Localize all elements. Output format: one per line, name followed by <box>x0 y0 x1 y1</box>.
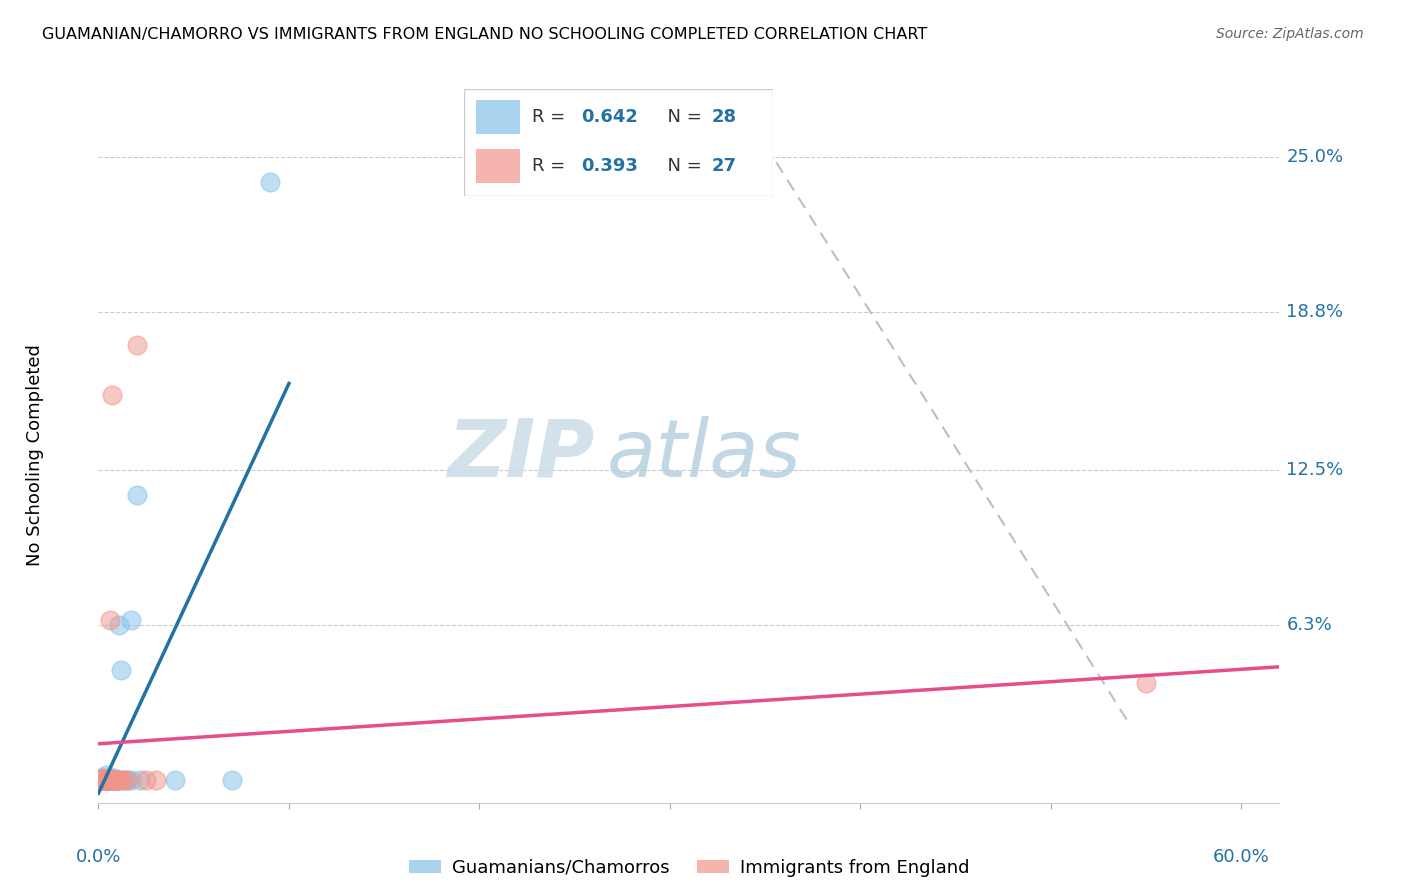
Point <box>97 771 120 785</box>
Point <box>112 773 135 788</box>
Point <box>91 771 114 785</box>
Point <box>91 771 114 785</box>
Text: 12.5%: 12.5% <box>1286 461 1344 479</box>
Text: 6.3%: 6.3% <box>1286 616 1333 634</box>
Point <box>110 663 132 677</box>
Text: N =: N = <box>655 157 707 175</box>
Point <box>129 773 152 788</box>
Point <box>1135 675 1157 690</box>
Point <box>100 773 122 788</box>
Point <box>221 773 243 788</box>
Point <box>89 773 111 788</box>
Bar <box>477 100 520 134</box>
Point <box>93 773 115 788</box>
Point <box>98 613 121 627</box>
Text: R =: R = <box>531 157 571 175</box>
Point <box>89 773 111 788</box>
Point <box>100 388 122 402</box>
Text: 25.0%: 25.0% <box>1286 148 1344 166</box>
Point <box>107 773 129 788</box>
Point <box>97 773 120 788</box>
Point <box>97 773 120 788</box>
Point <box>103 773 125 788</box>
Point <box>259 175 281 189</box>
Point <box>135 773 157 788</box>
Point <box>93 771 115 785</box>
Point <box>108 773 131 788</box>
Text: N =: N = <box>655 108 707 126</box>
Point <box>93 773 115 788</box>
Point <box>97 773 120 788</box>
Text: R =: R = <box>531 108 571 126</box>
Point <box>103 771 125 785</box>
Text: 0.642: 0.642 <box>582 108 638 126</box>
Point <box>91 773 114 788</box>
Point <box>120 613 142 627</box>
Point <box>97 773 120 788</box>
Point <box>100 773 122 788</box>
Point <box>104 773 127 788</box>
Text: 0.393: 0.393 <box>582 157 638 175</box>
Text: No Schooling Completed: No Schooling Completed <box>27 344 44 566</box>
Point <box>103 773 125 788</box>
Text: 60.0%: 60.0% <box>1213 848 1270 866</box>
Text: 27: 27 <box>711 157 737 175</box>
Text: 18.8%: 18.8% <box>1286 303 1344 321</box>
Point <box>163 773 186 788</box>
Point <box>89 773 111 788</box>
Point <box>107 773 129 788</box>
Point <box>103 773 125 788</box>
Text: ZIP: ZIP <box>447 416 595 494</box>
Text: GUAMANIAN/CHAMORRO VS IMMIGRANTS FROM ENGLAND NO SCHOOLING COMPLETED CORRELATION: GUAMANIAN/CHAMORRO VS IMMIGRANTS FROM EN… <box>42 27 928 42</box>
Bar <box>477 149 520 184</box>
Point <box>115 773 138 788</box>
Text: 28: 28 <box>711 108 737 126</box>
Point <box>108 618 131 632</box>
Point <box>125 488 148 502</box>
Point <box>98 773 121 788</box>
Point <box>107 773 129 788</box>
Point <box>125 338 148 352</box>
Point <box>104 773 127 788</box>
Text: atlas: atlas <box>606 416 801 494</box>
Point <box>97 773 120 788</box>
Point <box>115 773 138 788</box>
Point <box>93 773 115 788</box>
Point <box>93 773 115 788</box>
Point <box>94 773 117 788</box>
Point <box>120 773 142 788</box>
Point <box>91 773 114 788</box>
Text: 0.0%: 0.0% <box>76 848 121 866</box>
Point <box>94 773 117 788</box>
Legend: Guamanians/Chamorros, Immigrants from England: Guamanians/Chamorros, Immigrants from En… <box>401 852 977 884</box>
Point <box>94 768 117 782</box>
Point <box>112 773 135 788</box>
Point <box>98 773 121 788</box>
Text: Source: ZipAtlas.com: Source: ZipAtlas.com <box>1216 27 1364 41</box>
Point <box>145 773 167 788</box>
Point <box>94 773 117 788</box>
